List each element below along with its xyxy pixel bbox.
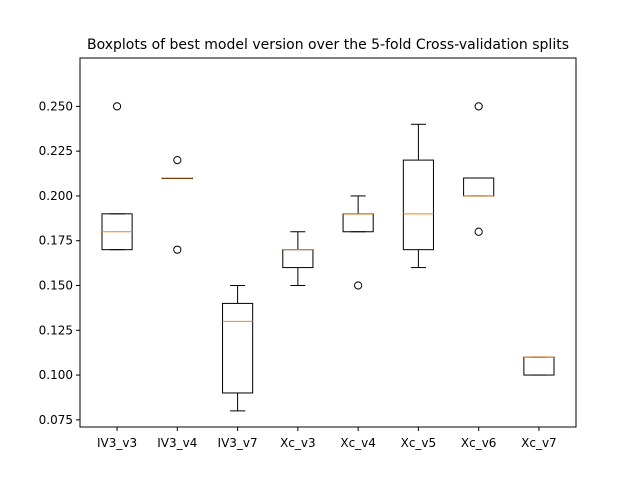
box-group <box>402 123 434 269</box>
outlier-point <box>112 102 122 111</box>
x-tick-label: IV3_v7 <box>218 436 258 450</box>
x-tick-label: IV3_v4 <box>157 436 197 450</box>
outlier-point <box>474 102 483 111</box>
outlier-point <box>173 156 182 165</box>
x-tick-label: Xc_v3 <box>280 436 316 450</box>
box-body <box>342 213 374 233</box>
outlier-point <box>354 281 363 290</box>
y-tick-label: 0.250 <box>39 99 73 113</box>
box-group <box>463 102 495 236</box>
box-group <box>101 102 133 251</box>
x-axis: IV3_v3 IV3_v4 IV3_v7 Xc_v3 Xc_v4 Xc_v5 Xc_v6 Xc… <box>97 427 557 450</box>
box-group <box>342 195 374 290</box>
plot-area <box>101 102 555 412</box>
box-group <box>523 356 555 376</box>
box-body <box>523 356 555 376</box>
y-tick-label: 0.150 <box>39 278 73 292</box>
box-group <box>222 284 254 412</box>
chart-title: Boxplots of best model version over the … <box>87 37 569 53</box>
y-tick-label: 0.225 <box>39 144 73 158</box>
x-tick-label: IV3_v3 <box>97 436 137 450</box>
y-tick-label: 0.175 <box>39 234 73 248</box>
box-group <box>161 156 193 254</box>
box-body <box>463 177 495 197</box>
box-body <box>402 159 434 251</box>
x-tick-label: Xc_v7 <box>521 436 557 450</box>
x-tick-label: Xc_v6 <box>461 436 497 450</box>
outlier-point <box>474 227 483 236</box>
box-body <box>222 302 254 394</box>
outlier-point <box>173 245 182 254</box>
y-axis: 0.075 0.100 0.125 0.150 0.175 0.200 0.225 0.250 <box>39 99 80 427</box>
y-tick-label: 0.100 <box>39 368 73 382</box>
box-group <box>282 231 314 286</box>
y-tick-label: 0.200 <box>39 189 73 203</box>
box-body <box>282 249 314 269</box>
y-tick-label: 0.125 <box>39 323 73 337</box>
plot-frame <box>79 57 577 428</box>
x-tick-label: Xc_v4 <box>340 436 376 450</box>
y-tick-label: 0.075 <box>39 413 73 427</box>
x-tick-label: Xc_v5 <box>401 436 437 450</box>
